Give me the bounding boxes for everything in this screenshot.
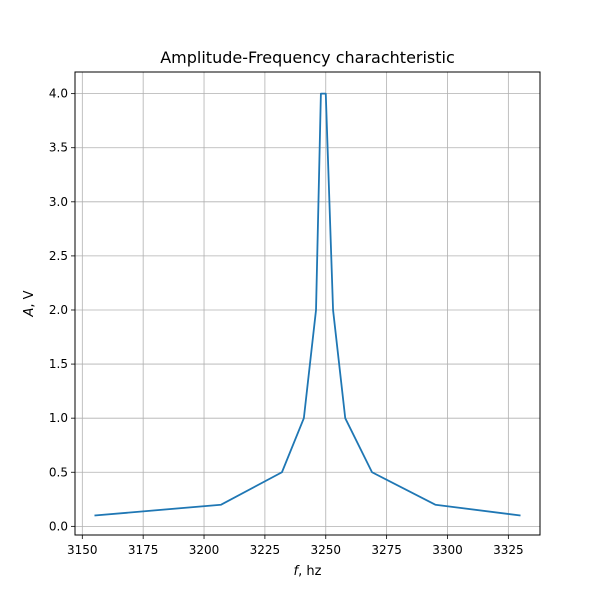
y-axis-unit: , V bbox=[22, 290, 37, 307]
chart-title: Amplitude-Frequency charachteristic bbox=[160, 48, 455, 67]
grid bbox=[75, 72, 540, 535]
y-tick-label: 2.5 bbox=[49, 249, 68, 263]
x-tick-label: 3325 bbox=[493, 543, 524, 557]
x-tick-label: 3175 bbox=[128, 543, 159, 557]
x-axis-unit: , hz bbox=[298, 564, 322, 579]
plot-frame bbox=[74, 71, 541, 536]
series-layer bbox=[94, 92, 521, 517]
x-tick-label: 3225 bbox=[250, 543, 281, 557]
y-tick-label: 3.0 bbox=[49, 195, 68, 209]
x-axis-ticks: 3150 3175 3200 3225 3250 3275 3300 3325 bbox=[67, 535, 524, 557]
y-axis-label: A, V bbox=[22, 290, 37, 317]
y-axis-ticks: 0.0 0.5 1.0 1.5 2.0 2.5 3.0 3.5 4.0 bbox=[49, 87, 75, 533]
x-tick-label: 3275 bbox=[371, 543, 402, 557]
y-tick-label: 1.5 bbox=[49, 357, 68, 371]
x-axis-symbol: f bbox=[294, 564, 301, 579]
y-tick-label: 3.5 bbox=[49, 141, 68, 155]
y-tick-label: 4.0 bbox=[49, 87, 68, 101]
x-axis-label: f, hz bbox=[294, 564, 322, 579]
x-tick-label: 3300 bbox=[432, 543, 463, 557]
x-tick-label: 3150 bbox=[67, 543, 98, 557]
y-tick-label: 0.0 bbox=[49, 519, 68, 533]
series-line bbox=[94, 92, 521, 517]
x-tick-label: 3200 bbox=[189, 543, 220, 557]
y-tick-label: 2.0 bbox=[49, 303, 68, 317]
y-axis-symbol: A bbox=[22, 308, 37, 318]
y-tick-label: 0.5 bbox=[49, 465, 68, 479]
y-tick-label: 1.0 bbox=[49, 411, 68, 425]
x-tick-label: 3250 bbox=[310, 543, 341, 557]
